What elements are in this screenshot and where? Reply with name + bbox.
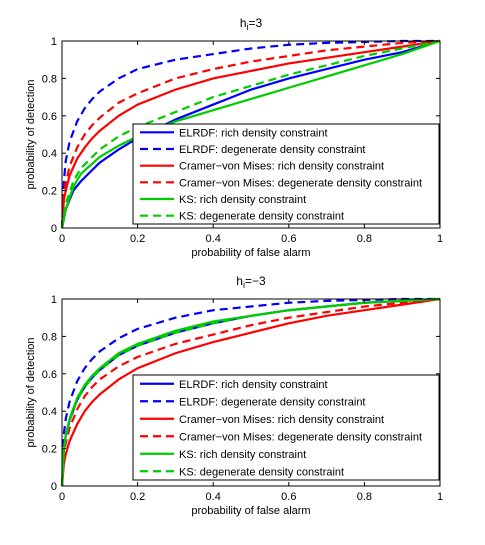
chart-title: hi=3	[240, 16, 263, 32]
chart-title-suffix: =−3	[245, 274, 266, 288]
chart-title-main: h	[240, 16, 247, 30]
y-tick-label: 0.8	[42, 73, 57, 85]
y-tick-label: 0.8	[42, 331, 57, 343]
y-tick-label: 0.2	[42, 186, 57, 198]
y-tick-label: 0.2	[42, 444, 57, 456]
series-line	[60, 39, 440, 229]
legend-entry-label: KS: degenerate density constraint	[179, 466, 344, 478]
x-tick-label: 0.6	[281, 491, 296, 503]
y-tick-label: 0.6	[42, 111, 57, 123]
legend-entry-label: KS: rich density constraint	[179, 194, 306, 206]
x-tick-label: 0.8	[357, 491, 372, 503]
y-tick-label: 0	[51, 223, 57, 235]
legend-entry-label: ELRDF: degenerate density constraint	[179, 396, 366, 408]
series-line	[60, 297, 441, 487]
legend-entry-label: KS: rich density constraint	[179, 449, 306, 461]
x-tick-label: 0.8	[357, 233, 372, 245]
x-tick-label: 0.4	[206, 491, 221, 503]
roc-chart-panel: hi=3 0 0.2 0.4 0.6 0.8 1 0 0.2 0.4 0.6 0.8 1 probabil…	[25, 16, 443, 259]
y-tick-label: 1	[51, 294, 57, 306]
legend-entry-label: ELRDF: rich density constraint	[179, 379, 328, 391]
legend-entry-label: ELRDF: rich density constraint	[179, 127, 328, 139]
series-line	[60, 297, 441, 487]
series-line	[60, 39, 441, 229]
legend-entry-label: ELRDF: degenerate density constraint	[179, 144, 366, 156]
chart-title-suffix: =3	[249, 16, 263, 30]
chart-title-main: h	[236, 274, 243, 288]
x-axis-label: probability of false alarm	[191, 505, 310, 517]
x-tick-label: 0	[59, 491, 65, 503]
x-tick-label: 0	[59, 233, 65, 245]
roc-chart-panel: hi=−3 0 0.2 0.4 0.6 0.8 1 0 0.2 0.4 0.6 0.8 1 probabi…	[25, 274, 443, 517]
y-axis-label: probability of detection	[25, 337, 37, 447]
x-axis-label: probability of false alarm	[191, 247, 310, 259]
x-tick-label: 0.4	[206, 233, 221, 245]
x-tick-label: 1	[437, 233, 443, 245]
x-tick-label: 0.6	[281, 233, 296, 245]
y-tick-label: 0	[51, 481, 57, 493]
y-tick-label: 1	[51, 36, 57, 48]
legend-entry-label: Cramer−von Mises: rich density constrain…	[179, 414, 384, 426]
legend-entry-label: Cramer−von Mises: rich density constrain…	[179, 161, 384, 173]
series-line	[60, 39, 441, 229]
series-line	[60, 297, 441, 487]
series-line	[60, 39, 441, 229]
legend-entry-label: KS: degenerate density constraint	[179, 211, 344, 223]
chart-title-subscript: i	[243, 280, 245, 290]
y-axis-label: probability of detection	[25, 79, 37, 189]
series-line	[60, 297, 440, 487]
series-line	[60, 39, 441, 229]
chart-title: hi=−3	[236, 274, 266, 290]
legend-box	[132, 374, 440, 481]
y-tick-label: 0.6	[42, 369, 57, 381]
x-tick-label: 0.2	[130, 233, 145, 245]
legend: ELRDF: rich density constraint ELRDF: deg…	[132, 123, 440, 225]
axes-frame	[61, 40, 441, 229]
series-line	[60, 39, 441, 229]
y-tick-label: 0.4	[42, 148, 57, 160]
legend-entry-label: Cramer−von Mises: degenerate density con…	[179, 177, 422, 189]
x-tick-label: 1	[437, 491, 443, 503]
x-tick-label: 0.2	[130, 491, 145, 503]
legend: ELRDF: rich density constraint ELRDF: deg…	[132, 374, 440, 481]
chart-title-subscript: i	[247, 22, 249, 32]
legend-box	[132, 123, 440, 225]
legend-entry-label: Cramer−von Mises: degenerate density con…	[179, 431, 422, 443]
axes-frame	[61, 298, 441, 487]
y-tick-label: 0.4	[42, 406, 57, 418]
